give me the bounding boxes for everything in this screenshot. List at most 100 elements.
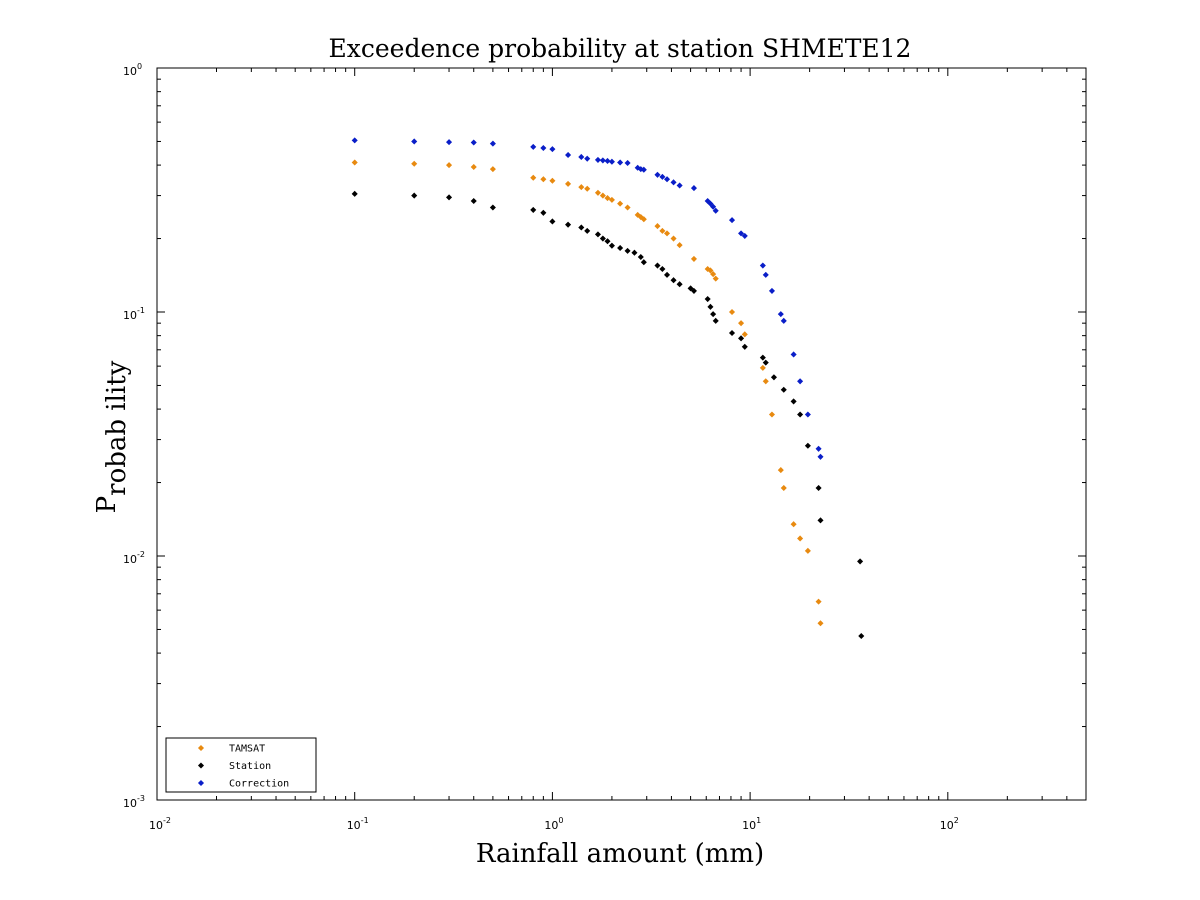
point-tamsat (712, 275, 719, 282)
point-station (549, 218, 556, 225)
point-station (565, 221, 572, 228)
x-tick-label: 102 (940, 816, 959, 832)
point-correction (654, 171, 661, 178)
y-axis-label-base: P (92, 496, 122, 514)
point-station (804, 442, 811, 449)
point-station (351, 190, 358, 197)
point-station (815, 484, 822, 492)
point-correction (489, 140, 496, 147)
point-tamsat (790, 521, 797, 528)
point-correction (617, 159, 624, 166)
point-correction (584, 155, 591, 162)
y-tick-label: 10-2 (123, 550, 145, 566)
point-tamsat (470, 163, 477, 170)
point-station (780, 386, 787, 393)
point-correction (707, 200, 714, 207)
x-tick-label-base: 10 (149, 819, 163, 832)
point-station (411, 192, 418, 199)
point-correction (780, 317, 787, 324)
point-correction (351, 137, 358, 144)
point-station (640, 259, 647, 266)
y-tick-label-base: 10 (123, 309, 137, 322)
point-station (741, 343, 748, 350)
legend-items: TAMSAT Station Correction (197, 744, 289, 790)
point-tamsat (670, 235, 677, 242)
point-tamsat (617, 200, 624, 207)
point-tamsat (624, 204, 631, 211)
point-tamsat (351, 159, 358, 166)
point-tamsat (780, 484, 787, 492)
point-tamsat (411, 160, 418, 167)
point-tamsat (594, 189, 601, 196)
point-station (530, 206, 537, 213)
point-correction (530, 143, 537, 150)
point-tamsat (707, 267, 714, 274)
point-station (654, 262, 661, 269)
point-tamsat (608, 196, 615, 203)
axis-ticks (156, 67, 1087, 801)
point-tamsat (640, 216, 647, 223)
y-tick-label: 10-3 (123, 794, 145, 810)
x-tick-labels: 10-2 10-1 100 101 102 (149, 816, 959, 832)
point-tamsat (817, 620, 824, 627)
point-tamsat (762, 378, 769, 385)
point-station (817, 517, 824, 524)
point-correction (804, 411, 811, 418)
point-station (599, 235, 606, 242)
point-correction (710, 203, 717, 210)
point-correction (690, 185, 697, 192)
point-station (659, 266, 666, 273)
point-station (762, 359, 769, 366)
point-tamsat (815, 598, 822, 605)
legend-label-tamsat: TAMSAT (229, 744, 265, 755)
point-tamsat (446, 162, 453, 169)
legend-label-correction: Correction (229, 779, 289, 790)
point-tamsat (578, 184, 585, 191)
x-tick-label-base: 10 (544, 819, 558, 832)
point-station (707, 303, 714, 310)
point-tamsat (690, 255, 697, 262)
point-correction (604, 157, 611, 164)
x-tick-label-base: 10 (940, 819, 954, 832)
point-correction (624, 159, 631, 167)
x-tick-label: 10-1 (347, 816, 369, 832)
chart-title: Exceedence probability at station SHMETE… (329, 34, 912, 63)
point-correction (670, 179, 677, 186)
legend-marker-station (197, 762, 205, 769)
point-station (664, 271, 671, 278)
point-station (728, 330, 736, 337)
legend-marker-tamsat (197, 744, 205, 752)
point-correction (790, 351, 797, 358)
point-correction (446, 139, 453, 146)
point-tamsat (584, 185, 591, 192)
y-tick-label-base: 10 (123, 65, 137, 78)
point-station (604, 238, 611, 245)
x-axis-label: Rainfall amount (mm) (476, 839, 764, 869)
point-tamsat (759, 364, 766, 371)
point-correction (817, 453, 824, 460)
point-correction (470, 139, 477, 146)
plot-frame (156, 67, 1087, 801)
point-tamsat (664, 230, 671, 237)
point-tamsat (777, 467, 784, 474)
point-correction (578, 153, 585, 160)
point-correction (759, 262, 766, 269)
y-axis-label-sub: robab ility (102, 360, 132, 496)
x-tick-label-exp: 0 (558, 816, 563, 825)
point-tamsat (565, 180, 572, 187)
point-correction (815, 445, 822, 452)
point-station (738, 335, 745, 342)
point-station (712, 317, 719, 324)
point-correction (797, 378, 804, 385)
point-station (790, 398, 797, 405)
x-tick-label-exp: -2 (163, 816, 171, 825)
point-station (704, 296, 711, 303)
legend: TAMSAT Station Correction (165, 737, 317, 793)
x-tick-label-base: 10 (742, 819, 756, 832)
point-station (489, 204, 496, 211)
point-correction (712, 207, 719, 214)
point-correction (738, 230, 745, 237)
point-correction (411, 138, 418, 145)
point-station (797, 411, 804, 418)
point-tamsat (659, 227, 666, 234)
